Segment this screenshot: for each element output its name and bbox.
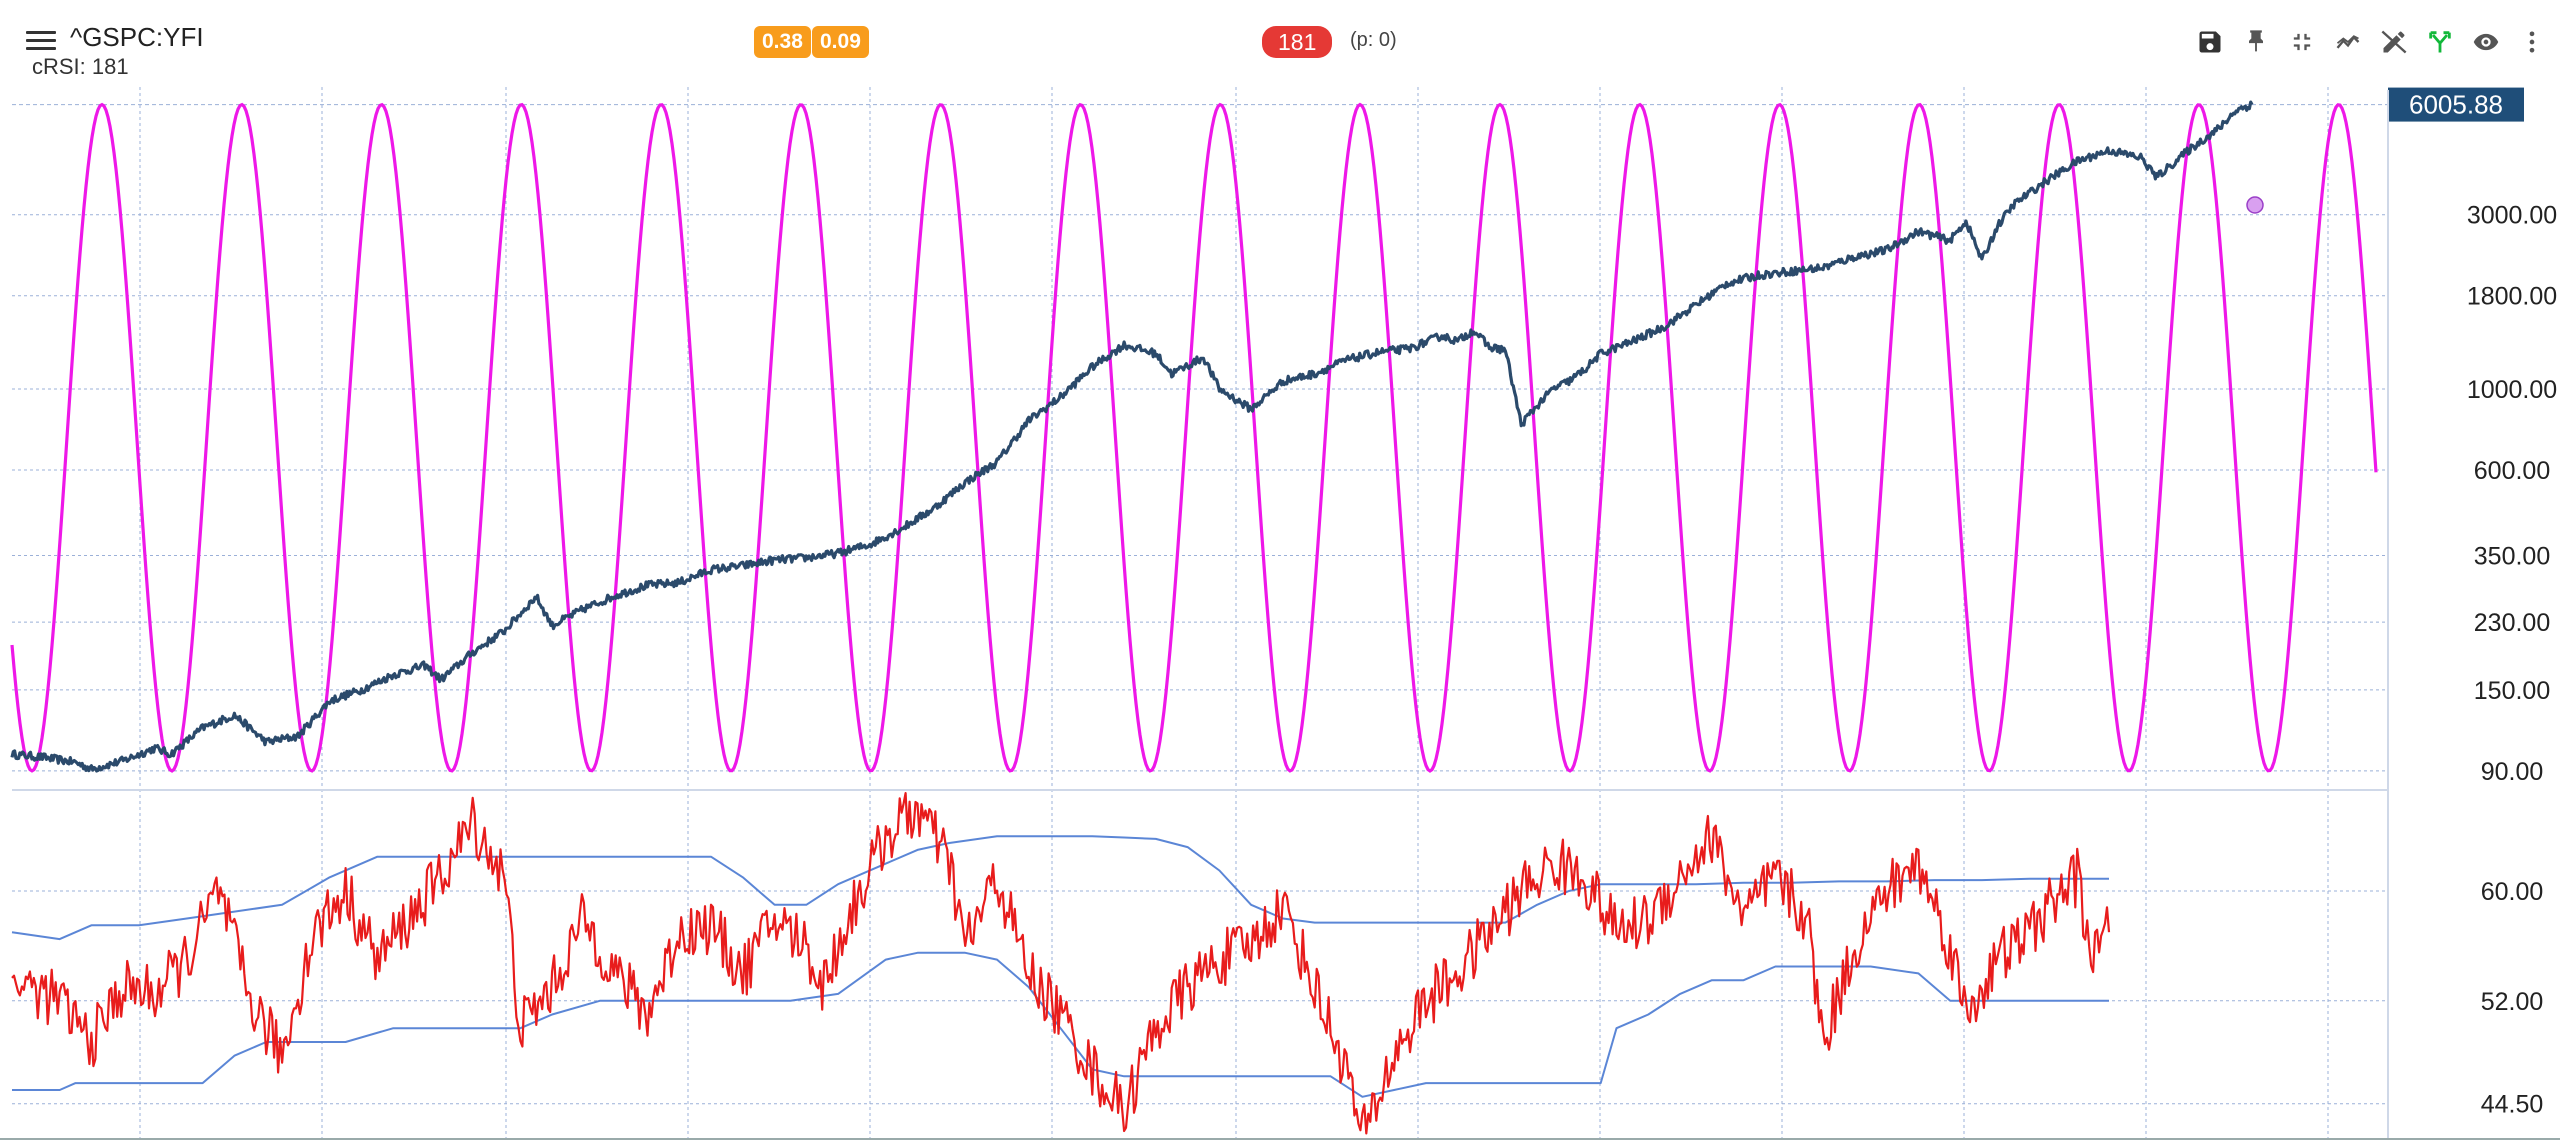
last-price-box: [2388, 87, 2524, 122]
y-tick-label: 90.00: [2481, 758, 2544, 786]
ratio-badge-1: 0.38: [754, 26, 811, 58]
p-value: (p: 0): [1350, 29, 1397, 51]
collapse-button[interactable]: [2286, 26, 2318, 58]
symbol-title[interactable]: ^GSPC:YFI: [70, 22, 204, 52]
more-icon: [2529, 31, 2535, 53]
pin-button[interactable]: [2240, 26, 2272, 58]
cycle-badge[interactable]: 181: [1262, 26, 1333, 58]
y-tick-label: 350.00: [2474, 542, 2550, 570]
crsi-line: [11, 792, 2111, 1135]
cycle-cursor-dot: [2246, 196, 2264, 214]
upper-band-line: [11, 835, 2109, 941]
edit-icon: [2381, 30, 2407, 54]
menu-icon: [26, 31, 56, 34]
trend-icon: [2336, 35, 2360, 49]
price-line: [10, 100, 2254, 773]
fork-button[interactable]: [2424, 26, 2456, 58]
y-tick-label: 60.00: [2481, 878, 2544, 906]
y-tick-label: 150.00: [2474, 677, 2550, 705]
collapse-icon: [2293, 33, 2311, 51]
visibility-button[interactable]: [2470, 26, 2502, 58]
lower-band-line: [12, 951, 2109, 1098]
y-tick-label: 600.00: [2474, 457, 2550, 485]
y-tick-label: 230.00: [2474, 609, 2550, 637]
trend-button[interactable]: [2332, 26, 2364, 58]
more-button[interactable]: [2516, 26, 2548, 58]
indicator-label: cRSI: 181: [32, 54, 129, 79]
pin-icon: [2249, 30, 2263, 52]
menu-button[interactable]: [26, 26, 56, 56]
fork-icon: [2429, 31, 2451, 53]
y-tick-label: 1800.00: [2467, 283, 2557, 311]
ratio-badge-2: 0.09: [812, 26, 869, 58]
chart-header: ^GSPC:YFI cRSI: 181 0.38 0.09 181 (p: 0): [0, 0, 2560, 90]
edit-button[interactable]: [2378, 26, 2410, 58]
cycle-sine-line: [10, 102, 2378, 773]
last-price-label: 6005.88: [2409, 90, 2503, 120]
save-icon: [2199, 31, 2221, 53]
y-tick-label: 3000.00: [2467, 202, 2557, 230]
y-tick-label: 44.50: [2481, 1091, 2544, 1119]
eye-icon: [2473, 33, 2499, 51]
save-button[interactable]: [2194, 26, 2226, 58]
toolbar: [2194, 22, 2548, 62]
y-tick-label: 1000.00: [2467, 376, 2557, 404]
y-tick-label: 52.00: [2481, 988, 2544, 1016]
